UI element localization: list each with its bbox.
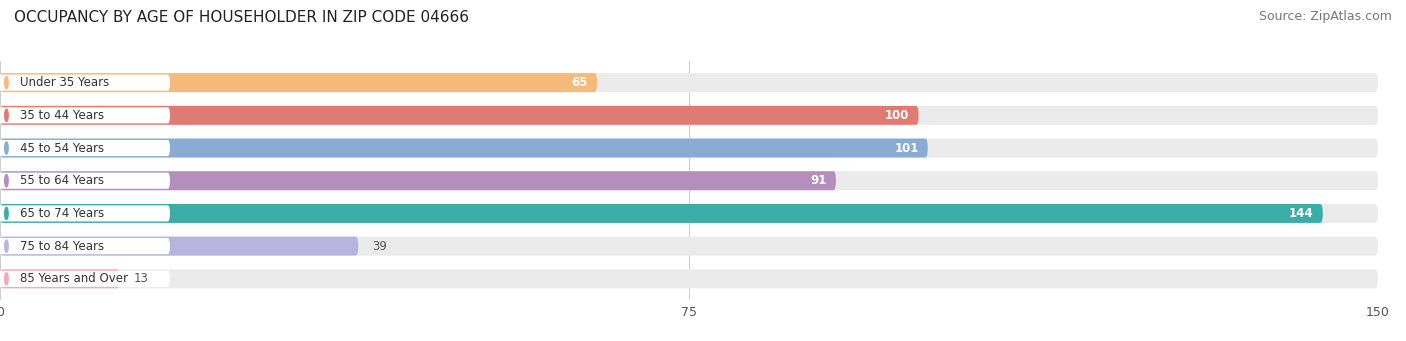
FancyBboxPatch shape	[0, 238, 170, 254]
FancyBboxPatch shape	[0, 269, 120, 288]
FancyBboxPatch shape	[0, 204, 1378, 223]
Text: OCCUPANCY BY AGE OF HOUSEHOLDER IN ZIP CODE 04666: OCCUPANCY BY AGE OF HOUSEHOLDER IN ZIP C…	[14, 10, 470, 25]
FancyBboxPatch shape	[0, 75, 170, 91]
FancyBboxPatch shape	[0, 73, 598, 92]
Text: 35 to 44 Years: 35 to 44 Years	[20, 109, 104, 122]
FancyBboxPatch shape	[0, 140, 170, 156]
Text: 85 Years and Over: 85 Years and Over	[20, 272, 128, 285]
Text: 39: 39	[373, 240, 387, 253]
FancyBboxPatch shape	[0, 106, 918, 125]
FancyBboxPatch shape	[0, 107, 170, 123]
Text: 13: 13	[134, 272, 148, 285]
Circle shape	[4, 76, 8, 89]
FancyBboxPatch shape	[0, 171, 837, 190]
Circle shape	[4, 109, 8, 121]
FancyBboxPatch shape	[0, 271, 170, 287]
Text: 55 to 64 Years: 55 to 64 Years	[20, 174, 104, 187]
Text: 75 to 84 Years: 75 to 84 Years	[20, 240, 104, 253]
FancyBboxPatch shape	[0, 173, 170, 189]
Text: 144: 144	[1289, 207, 1313, 220]
Text: 91: 91	[810, 174, 827, 187]
Circle shape	[4, 142, 8, 154]
Circle shape	[4, 240, 8, 252]
FancyBboxPatch shape	[0, 237, 1378, 256]
Circle shape	[4, 207, 8, 220]
FancyBboxPatch shape	[0, 73, 1378, 92]
Circle shape	[4, 273, 8, 285]
Text: 65: 65	[571, 76, 588, 89]
FancyBboxPatch shape	[0, 205, 170, 222]
FancyBboxPatch shape	[0, 269, 1378, 288]
FancyBboxPatch shape	[0, 138, 928, 158]
Text: 100: 100	[884, 109, 910, 122]
FancyBboxPatch shape	[0, 106, 1378, 125]
Text: Under 35 Years: Under 35 Years	[20, 76, 110, 89]
Text: 65 to 74 Years: 65 to 74 Years	[20, 207, 104, 220]
Text: 45 to 54 Years: 45 to 54 Years	[20, 142, 104, 154]
FancyBboxPatch shape	[0, 204, 1323, 223]
FancyBboxPatch shape	[0, 138, 1378, 158]
FancyBboxPatch shape	[0, 237, 359, 256]
Text: Source: ZipAtlas.com: Source: ZipAtlas.com	[1258, 10, 1392, 23]
Circle shape	[4, 175, 8, 187]
Text: 101: 101	[894, 142, 918, 154]
FancyBboxPatch shape	[0, 171, 1378, 190]
